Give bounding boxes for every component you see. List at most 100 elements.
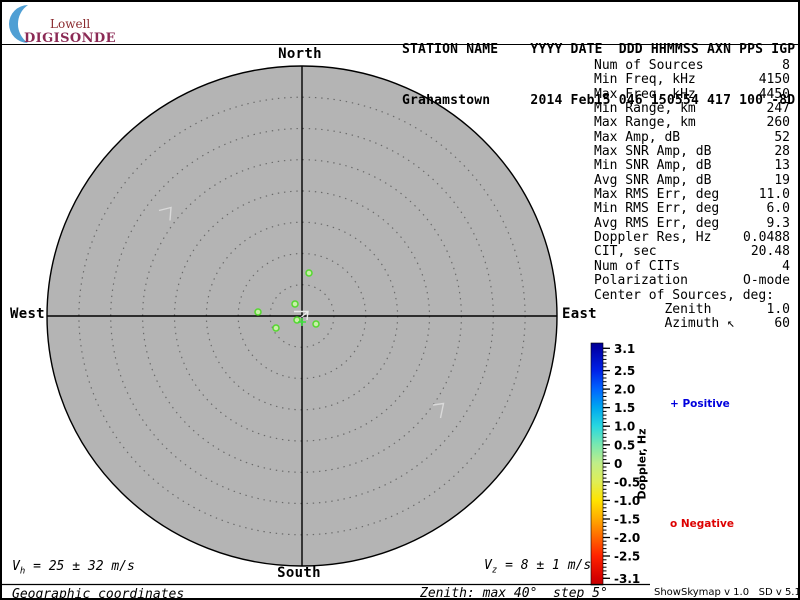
colorbar-tick-label: 2.5 — [614, 364, 635, 378]
source-marker-negative — [272, 324, 280, 332]
parameter-panel: Num of Sources 8 Min Freq, kHz 4150 Max Freq… — [594, 58, 790, 332]
colorbar-tick-label: -2.0 — [614, 531, 640, 545]
param-label: Min Range, km — [594, 101, 696, 117]
colorbar-tick-label: 0 — [614, 457, 622, 471]
param-label: Min RMS Err, deg — [594, 201, 720, 217]
zenith-range-note: Zenith: max 40° step 5° — [420, 586, 608, 600]
vz-symbol: V — [484, 558, 492, 573]
param-label: Num of Sources — [594, 58, 704, 73]
param-value: 6.0 — [766, 201, 790, 217]
param-row: Max SNR Amp, dB 28 — [594, 144, 790, 160]
param-row: Polarization O-mode — [594, 273, 790, 289]
station-header-row1: STATION NAME YYYY DATE DDD HHMMSS AXN PP… — [402, 42, 796, 57]
doppler-colorbar — [590, 342, 604, 586]
param-label: Avg RMS Err, deg — [594, 215, 720, 231]
param-row: Max Freq, kHz 4450 — [594, 86, 790, 102]
label-west: West — [10, 306, 45, 322]
param-label: Num of CITs — [594, 258, 681, 274]
param-label: Min SNR Amp, dB — [594, 158, 712, 174]
param-label: Polarization — [594, 273, 688, 289]
vz-subscript: z — [491, 565, 498, 576]
colorbar-tick-label: 0.5 — [614, 438, 635, 452]
source-marker-negative — [312, 320, 320, 328]
param-value: 60 — [774, 316, 790, 332]
source-marker-negative — [291, 300, 299, 308]
param-label: CIT, sec — [594, 244, 657, 260]
colorbar-tick-label: 1.0 — [614, 420, 635, 434]
colorbar-tick-label: 3.1 — [614, 342, 635, 356]
param-row: Min Range, km 247 — [594, 101, 790, 117]
param-row: Azimuth ↖ 60 — [594, 316, 790, 332]
label-south: South — [277, 565, 321, 581]
colorbar-tick-label: -1.0 — [614, 494, 640, 508]
param-label: Doppler Res, Hz — [594, 230, 712, 246]
param-value: 0.0488 — [743, 230, 790, 246]
vh-value: = 25 ± 32 m/s — [25, 559, 135, 574]
param-value: 20.48 — [750, 244, 790, 260]
param-label: Max SNR Amp, dB — [594, 144, 712, 160]
logo-lowell-text: Lowell — [50, 17, 90, 31]
vh-symbol: V — [12, 559, 20, 574]
param-row: Avg SNR Amp, dB 19 — [594, 172, 790, 188]
param-label: Max Range, km — [594, 115, 696, 131]
param-value: O-mode — [743, 273, 790, 289]
param-value: 4450 — [758, 86, 790, 102]
source-marker-negative — [254, 308, 262, 316]
param-value: 52 — [774, 129, 790, 145]
param-row: Min RMS Err, deg 6.0 — [594, 201, 790, 217]
param-value: 8 — [782, 58, 790, 73]
param-label: Azimuth ↖ — [594, 316, 735, 332]
station-header: STATION NAME YYYY DATE DDD HHMMSS AXN PP… — [402, 7, 795, 143]
param-row: Center of Sources, deg: — [594, 287, 790, 303]
param-label: Center of Sources, deg: — [594, 287, 775, 303]
version-text: ShowSkymap v 1.0 SD v 5.1 — [654, 587, 800, 598]
colorbar-tick-label: -1.5 — [614, 513, 640, 527]
param-row: Min SNR Amp, dB 13 — [594, 158, 790, 174]
legend-positive: + Positive — [670, 398, 730, 410]
param-row: Num of CITs 4 — [594, 258, 790, 274]
param-label: Min Freq, kHz — [594, 72, 696, 88]
param-value: 4 — [782, 258, 790, 274]
colorbar-ticks: 3.1 2.5 2.0 1.5 1.0 0.5 0 -0.5 -1.0 -1.5 -2.0 -2.5 -… — [603, 342, 640, 586]
param-label: Max Freq, kHz — [594, 86, 696, 102]
param-row: Num of Sources 8 — [594, 58, 790, 73]
param-row: Avg RMS Err, deg 9.3 — [594, 215, 790, 231]
param-value: 247 — [766, 101, 790, 117]
colorbar-tick-label: -2.5 — [614, 550, 640, 564]
param-value: 13 — [774, 158, 790, 174]
param-row: Max Amp, dB 52 — [594, 129, 790, 145]
param-label: Zenith — [594, 301, 712, 317]
legend-negative: o Negative — [670, 518, 734, 530]
param-value: 19 — [774, 172, 790, 188]
source-marker-negative — [305, 269, 313, 277]
param-row: CIT, sec 20.48 — [594, 244, 790, 260]
colorbar-tick-label: 1.5 — [614, 401, 635, 415]
header-band: Lowell DIGISONDE STATION NAME YYYY DATE … — [2, 2, 798, 108]
param-row: Max Range, km 260 — [594, 115, 790, 131]
label-east: East — [562, 306, 597, 322]
param-value: 11.0 — [758, 187, 790, 203]
label-north: North — [278, 46, 322, 62]
param-row: Zenith 1.0 — [594, 301, 790, 317]
colorbar-tick-label: 2.0 — [614, 383, 635, 397]
center-arrow-glyph — [294, 310, 309, 321]
param-value: 4150 — [758, 72, 790, 88]
param-value: 1.0 — [766, 301, 790, 317]
lowell-digisonde-logo: Lowell DIGISONDE — [9, 5, 116, 44]
param-row: Min Freq, kHz 4150 — [594, 72, 790, 88]
vh-subscript: h — [19, 566, 26, 577]
logo-crescent-icon — [9, 5, 28, 43]
logo-digisonde-text: DIGISONDE — [24, 31, 116, 44]
coordinates-note: Geographic coordinates — [12, 587, 185, 600]
source-markers — [254, 269, 320, 332]
param-label: Max RMS Err, deg — [594, 187, 720, 203]
param-label: Max Amp, dB — [594, 129, 681, 145]
source-marker-positive — [298, 318, 306, 326]
vz-value: = 8 ± 1 m/s — [497, 558, 592, 573]
param-row: Doppler Res, Hz 0.0488 — [594, 230, 790, 246]
station-header-row2: Grahamstown 2014 Feb15 046 150554 417 10… — [402, 93, 796, 108]
param-value: 9.3 — [766, 215, 790, 231]
param-label: Avg SNR Amp, dB — [594, 172, 712, 188]
